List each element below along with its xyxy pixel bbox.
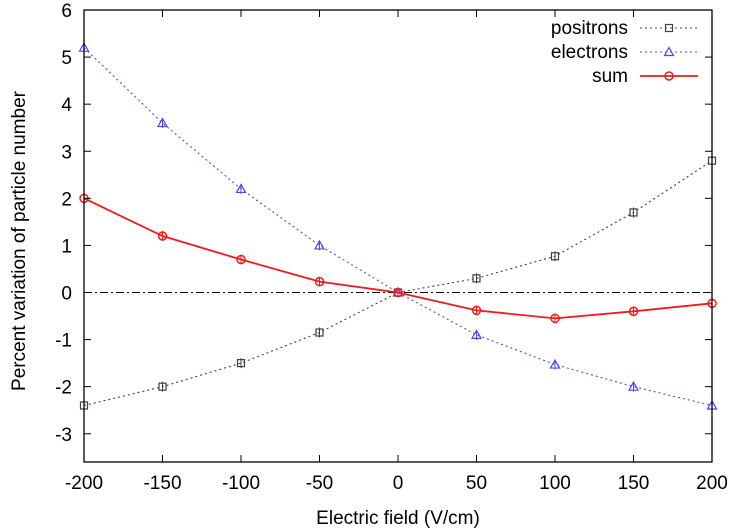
y-tick-label: 1	[61, 236, 72, 257]
data-point-sum	[157, 231, 168, 241]
y-tick-label: -3	[55, 425, 72, 446]
x-tick-label: -100	[222, 473, 260, 494]
data-point-sum	[314, 276, 325, 287]
legend-label-positrons: positrons	[551, 18, 628, 39]
y-tick-label: -2	[55, 378, 72, 399]
data-point-positrons	[315, 328, 324, 337]
y-tick-label: 5	[61, 48, 72, 69]
x-tick-label: 200	[696, 473, 728, 494]
data-point-electrons	[470, 329, 483, 339]
y-tick-label: 2	[61, 189, 72, 210]
x-tick-label: 50	[466, 473, 487, 494]
data-point-electrons	[156, 117, 169, 128]
data-point-sum	[236, 254, 246, 265]
y-tick-label: 3	[61, 142, 72, 163]
data-point-positrons	[236, 359, 246, 368]
data-point-electrons	[313, 239, 326, 250]
legend-marker-positrons	[664, 23, 674, 33]
y-tick-label: 0	[61, 284, 72, 305]
y-tick-label: -1	[55, 331, 72, 352]
y-tick-label: 6	[61, 1, 72, 22]
x-tick-label: 150	[618, 473, 650, 494]
data-point-positrons	[472, 274, 481, 283]
data-point-sum	[471, 305, 482, 316]
x-tick-label: -50	[306, 473, 333, 494]
legend-marker-electrons	[663, 46, 675, 57]
x-tick-label: -150	[143, 473, 181, 494]
x-axis-title: Electric field (V/cm)	[316, 508, 480, 529]
x-tick-label: -200	[65, 473, 103, 494]
legend: positrons electrons sum	[551, 18, 698, 87]
data-point-electrons	[549, 358, 561, 369]
data-point-sum	[628, 306, 639, 317]
data-point-positrons	[629, 208, 638, 217]
data-point-positrons	[550, 252, 560, 261]
axis-layer: -200 -150 -100 -50 0 50 100 150 200 -3 -2 -1 0 1 2 3 4 5 6	[55, 1, 728, 494]
series-electrons	[78, 41, 718, 411]
y-axis-title: Percent variation of particle number	[9, 90, 30, 391]
legend-label-electrons: electrons	[551, 42, 628, 63]
x-tick-label: 0	[393, 473, 404, 494]
x-tick-label: 100	[539, 473, 571, 494]
data-point-electrons	[235, 183, 247, 194]
legend-label-sum: sum	[592, 66, 628, 87]
y-tick-label: 4	[61, 95, 72, 116]
data-point-sum	[550, 313, 560, 324]
legend-marker-sum	[664, 71, 674, 81]
data-point-electrons	[627, 380, 640, 391]
data-point-positrons	[158, 382, 167, 391]
data-point-sum	[393, 287, 403, 298]
